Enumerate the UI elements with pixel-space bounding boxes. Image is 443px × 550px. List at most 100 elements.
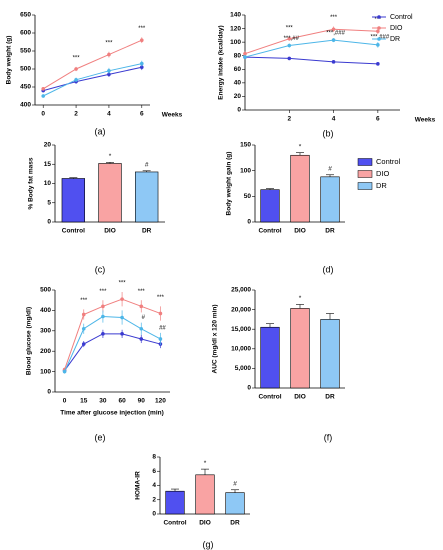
- y-tick-label: 600: [20, 30, 31, 37]
- bar: [290, 308, 310, 389]
- error-bar: [296, 304, 304, 309]
- point: [74, 67, 78, 71]
- y-tick-label: 120: [230, 25, 241, 32]
- y-tick-label: 20: [44, 142, 52, 149]
- point: [74, 78, 78, 82]
- legend-label: DIO: [376, 169, 390, 178]
- legend-label: Control: [390, 14, 413, 21]
- annotation: ***: [105, 40, 113, 46]
- point: [139, 38, 144, 42]
- point: [107, 72, 111, 77]
- y-tick-label: 5: [47, 199, 51, 206]
- point: [120, 332, 124, 336]
- y-tick-label: 40: [234, 80, 242, 87]
- x-tick-label: DIO: [294, 228, 306, 235]
- x-tick-label: DIO: [199, 520, 211, 527]
- series-line: [244, 56, 378, 65]
- annotation: #: [142, 315, 146, 321]
- annotation: ***: [138, 289, 146, 295]
- point: [158, 311, 163, 316]
- y-axis-title: HOMA-IR: [135, 471, 142, 500]
- point: [243, 51, 247, 56]
- annotation: *: [299, 295, 302, 302]
- error-bar: [106, 162, 114, 164]
- x-tick-label: DR: [325, 394, 335, 401]
- y-tick-label: 5,000: [235, 365, 252, 372]
- series-line: [244, 28, 378, 55]
- point: [331, 38, 336, 42]
- bar: [290, 154, 310, 223]
- y-tick-label: 80: [234, 52, 242, 59]
- y-tick-label: 450: [20, 84, 31, 91]
- annotation: ***: [99, 289, 107, 295]
- y-tick-label: 2: [152, 496, 156, 503]
- panel-label: (f): [324, 432, 333, 442]
- y-axis-title: Body weight gain (g): [226, 152, 233, 216]
- x-tick-label: 0: [63, 398, 67, 405]
- point: [139, 337, 144, 341]
- y-tick-label: 550: [20, 48, 31, 55]
- y-tick-label: 200: [40, 348, 51, 355]
- point: [101, 314, 105, 319]
- point: [139, 326, 144, 331]
- point: [376, 43, 380, 47]
- bar: [260, 326, 280, 389]
- point: [107, 52, 111, 57]
- y-tick-label: 0: [47, 219, 51, 226]
- y-tick-label: 0: [247, 385, 251, 392]
- point: [81, 312, 86, 317]
- error-bar: [326, 174, 334, 177]
- y-tick-label: 15,000: [231, 326, 251, 333]
- x-tick-label: 6: [376, 116, 380, 123]
- y-tick-label: 400: [20, 102, 31, 109]
- y-tick-label: 140: [230, 12, 241, 19]
- bar: [165, 490, 185, 515]
- point: [120, 315, 124, 320]
- y-axis-title: Body weight (g): [6, 36, 13, 85]
- error-bar: [326, 313, 334, 320]
- series-line: [43, 66, 142, 92]
- series-line: [64, 298, 161, 370]
- x-tick-label: 4: [107, 111, 111, 118]
- legend-swatch: [357, 158, 373, 166]
- x-tick-label: 90: [138, 398, 146, 405]
- y-tick-label: 500: [20, 66, 31, 73]
- series-line: [42, 39, 142, 90]
- x-tick-label: DIO: [294, 394, 306, 401]
- panel-label: (g): [203, 539, 214, 549]
- annotation: ***,##: [284, 36, 300, 42]
- y-tick-label: 6: [152, 468, 156, 475]
- y-tick-label: 0: [237, 107, 241, 114]
- annotation: #: [328, 165, 332, 172]
- y-tick-label: 20,000: [231, 306, 251, 313]
- y-tick-label: 60: [234, 66, 242, 73]
- annotation: ***: [157, 295, 165, 301]
- x-axis-title: Weeks: [162, 112, 183, 119]
- point: [81, 326, 86, 331]
- annotation: ##: [159, 325, 166, 331]
- y-tick-label: 650: [20, 12, 31, 19]
- y-tick-label: 10,000: [231, 346, 251, 353]
- point: [331, 27, 336, 32]
- x-axis-title: Time after glucose injection (min): [60, 410, 164, 417]
- x-tick-label: DR: [230, 520, 240, 527]
- error-bar: [231, 489, 239, 493]
- y-tick-label: 100: [40, 368, 51, 375]
- y-tick-label: 4: [152, 482, 156, 489]
- panel-label: (a): [95, 126, 106, 136]
- point: [101, 304, 105, 309]
- x-tick-label: Control: [163, 520, 186, 527]
- x-tick-label: 6: [140, 111, 144, 118]
- y-tick-label: 20: [234, 93, 242, 100]
- bar: [225, 492, 245, 515]
- annotation: ***: [286, 25, 294, 31]
- bar: [320, 319, 340, 389]
- error-bar: [171, 488, 179, 492]
- y-tick-label: 25,000: [231, 287, 251, 294]
- point: [101, 332, 105, 336]
- y-tick-label: 0: [47, 389, 51, 396]
- point: [139, 65, 144, 69]
- annotation: #: [145, 162, 149, 169]
- annotation: *: [109, 153, 112, 160]
- y-tick-label: 400: [40, 307, 51, 314]
